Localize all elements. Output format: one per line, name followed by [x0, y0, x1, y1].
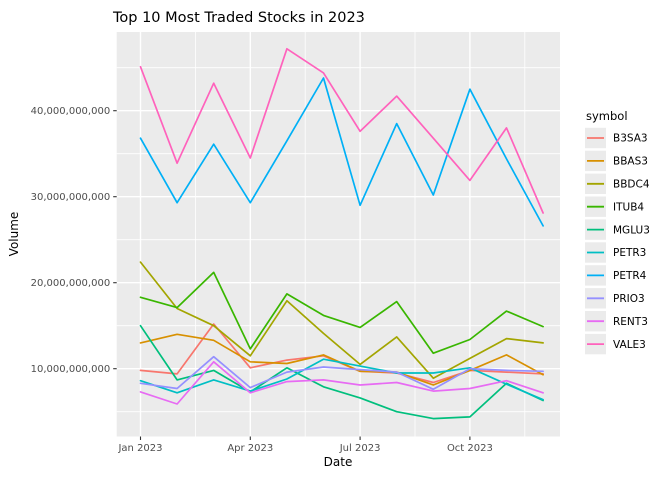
x-axis-title: Date	[324, 455, 353, 469]
series-line-MGLU3	[139, 324, 544, 420]
x-tick-label: Apr 2023	[227, 443, 273, 454]
legend-label-BBAS3: BBAS3	[613, 156, 648, 168]
legend: symbol B3SA3 BBAS3 BBDC4 ITUB4 MGLU3 PETR3 PET…	[585, 109, 650, 355]
x-tick-label: Jan 2023	[117, 443, 162, 454]
series-line-PETR3	[139, 358, 544, 401]
legend-label-BBDC4: BBDC4	[613, 179, 650, 191]
legend-label-PRIO3: PRIO3	[613, 293, 645, 305]
series-line-PRIO3	[139, 355, 544, 391]
y-tick-label: 40,000,000,000	[31, 106, 111, 117]
legend-label-B3SA3: B3SA3	[613, 133, 648, 145]
chart-title: Top 10 Most Traded Stocks in 2023	[112, 10, 365, 26]
series-line-BBDC4	[139, 261, 544, 380]
y-tick-label: 20,000,000,000	[31, 278, 111, 289]
legend-label-MGLU3: MGLU3	[613, 224, 650, 236]
series-line-PETR4	[139, 77, 544, 227]
axis-tick-labels: 10,000,000,000 20,000,000,000 30,000,000,0…	[31, 106, 493, 454]
y-tick-label: 30,000,000,000	[31, 192, 111, 203]
legend-label-PETR3: PETR3	[613, 247, 646, 259]
legend-label-RENT3: RENT3	[613, 316, 648, 328]
legend-label-PETR4: PETR4	[613, 270, 647, 282]
legend-label-ITUB4: ITUB4	[613, 201, 644, 213]
legend-label-VALE3: VALE3	[613, 339, 646, 351]
y-axis-title: Volume	[7, 212, 21, 257]
series-line-RENT3	[139, 360, 544, 405]
legend-title: symbol	[586, 109, 628, 123]
x-tick-label: Oct 2023	[447, 443, 493, 454]
y-tick-label: 10,000,000,000	[31, 364, 111, 375]
plot-panel	[116, 32, 560, 437]
series-line-ITUB4	[139, 271, 544, 355]
series-line-VALE3	[139, 47, 544, 214]
axis-ticks	[113, 110, 471, 440]
x-tick-label: Jul 2023	[339, 443, 381, 454]
series-lines	[139, 47, 544, 420]
legend-keys: B3SA3 BBAS3 BBDC4 ITUB4 MGLU3 PETR3 PETR4 PRIO3…	[585, 127, 650, 355]
